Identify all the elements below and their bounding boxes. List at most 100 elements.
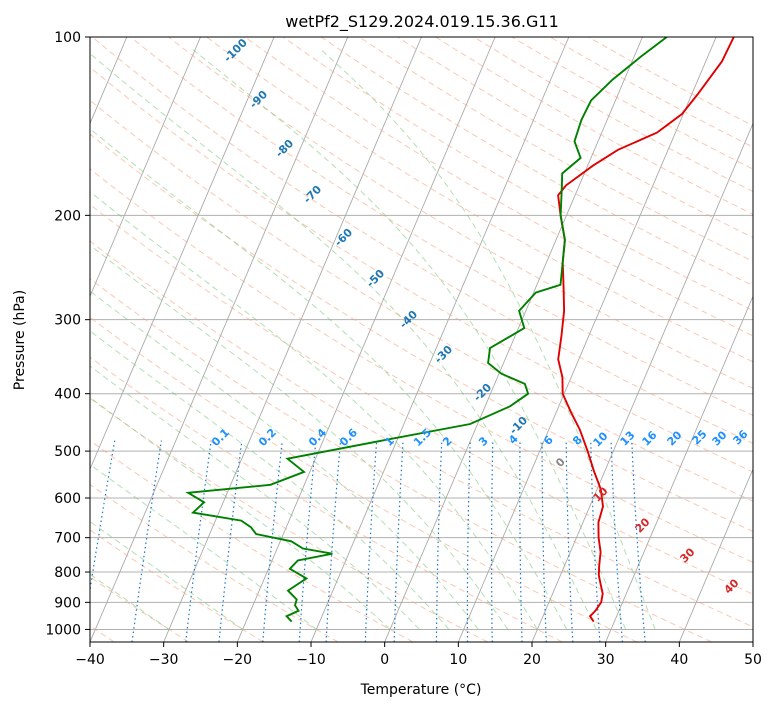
dry-adiabat-line bbox=[168, 37, 753, 389]
moist-adiabat-line bbox=[90, 290, 479, 630]
mixing-ratio-line bbox=[90, 440, 116, 594]
dry-adiabat-line bbox=[359, 37, 753, 262]
mixing-ratio-line bbox=[262, 440, 283, 642]
mixing-ratio-line bbox=[435, 440, 443, 642]
isotherm-line bbox=[678, 467, 753, 642]
dry-adiabat-line bbox=[90, 576, 190, 642]
mixing-ratio-line bbox=[631, 440, 646, 642]
mixing-ratio-line bbox=[610, 440, 623, 642]
y-tick-label: 800 bbox=[54, 565, 81, 581]
moist-adiabat-line bbox=[90, 396, 391, 630]
mixing-ratio-line bbox=[541, 440, 547, 642]
isotherm-line bbox=[384, 37, 643, 642]
mixing-ratio-line bbox=[131, 440, 162, 642]
mixing-ratio-label: 3 bbox=[476, 434, 491, 449]
plot-clip-group bbox=[90, 37, 753, 642]
dry-adiabat-label: -90 bbox=[247, 88, 270, 111]
x-tick-label: 10 bbox=[449, 652, 467, 668]
dry-adiabat-line bbox=[90, 440, 414, 642]
dry-adiabat-line bbox=[282, 37, 753, 312]
y-tick-label: 400 bbox=[54, 387, 81, 403]
dry-adiabat-label: -30 bbox=[432, 343, 455, 366]
dry-adiabat-line bbox=[90, 356, 563, 642]
dewpoint-profile-line bbox=[185, 37, 668, 623]
x-tick-label: 40 bbox=[670, 652, 688, 668]
x-tick-label: −20 bbox=[223, 652, 253, 668]
dry-adiabat-label: -60 bbox=[332, 226, 355, 249]
dry-adiabat-line bbox=[130, 37, 753, 417]
dry-adiabat-line bbox=[90, 316, 638, 642]
y-tick-label: 1000 bbox=[45, 622, 81, 638]
dry-adiabat-label: -80 bbox=[273, 137, 296, 160]
moist-adiabat-label: 30 bbox=[678, 545, 698, 565]
moist-adiabat-line bbox=[90, 520, 243, 630]
dry-adiabat-line bbox=[90, 203, 753, 595]
dry-adiabat-label: -20 bbox=[471, 381, 494, 404]
temperature-profile-line bbox=[557, 37, 735, 623]
dry-adiabat-label: -100 bbox=[221, 36, 250, 65]
dry-adiabat-line bbox=[206, 37, 753, 363]
mixing-ratio-label: 16 bbox=[640, 428, 660, 448]
mixing-ratio-line bbox=[466, 440, 471, 642]
moist-adiabat-line bbox=[90, 244, 509, 630]
mixing-ratio-label: 10 bbox=[591, 429, 611, 449]
isotherm-line bbox=[752, 640, 753, 642]
dry-adiabat-line bbox=[90, 66, 753, 473]
isotherm-line bbox=[163, 37, 422, 642]
isotherm-line bbox=[605, 295, 753, 642]
isotherm-line bbox=[457, 37, 717, 642]
dry-adiabat-line bbox=[91, 37, 753, 444]
dry-adiabat-label: -40 bbox=[397, 308, 420, 331]
dry-adiabat-line bbox=[90, 133, 753, 533]
isotherm-line bbox=[90, 37, 275, 471]
dry-adiabat-label: -70 bbox=[301, 183, 324, 206]
isotherm-line bbox=[531, 122, 753, 642]
mixing-ratio-label: 6 bbox=[541, 433, 556, 448]
dry-adiabat-line bbox=[90, 397, 488, 642]
chart-title: wetPf2_S129.2024.019.15.36.G11 bbox=[285, 12, 559, 32]
moist-adiabat-line bbox=[320, 49, 656, 630]
y-tick-label: 100 bbox=[54, 30, 81, 46]
y-tick-label: 500 bbox=[54, 444, 81, 460]
x-tick-label: −30 bbox=[149, 652, 179, 668]
mixing-ratio-line bbox=[364, 440, 378, 642]
x-axis-label: Temperature (°C) bbox=[360, 682, 482, 698]
x-tick-label: 20 bbox=[523, 652, 541, 668]
mixing-ratio-line bbox=[565, 440, 574, 642]
dry-adiabat-line bbox=[90, 99, 753, 502]
y-tick-label: 700 bbox=[54, 531, 81, 547]
mixing-ratio-label: 25 bbox=[690, 428, 710, 448]
mixing-ratio-label: 0.2 bbox=[256, 426, 279, 449]
x-tick-label: 50 bbox=[744, 652, 762, 668]
x-tick-label: −10 bbox=[296, 652, 326, 668]
x-tick-label: 30 bbox=[597, 652, 615, 668]
mixing-ratio-line bbox=[298, 440, 317, 642]
x-tick-label: −40 bbox=[75, 652, 105, 668]
moist-adiabat-label: 10 bbox=[591, 484, 611, 504]
dry-adiabat-line bbox=[511, 37, 753, 170]
moist-adiabat-line bbox=[90, 52, 597, 630]
moist-adiabat-line bbox=[192, 49, 627, 630]
dry-adiabat-line bbox=[90, 240, 753, 628]
mixing-ratio-line bbox=[185, 440, 212, 642]
dry-adiabat-line bbox=[90, 483, 339, 642]
dry-adiabat-line bbox=[90, 168, 753, 563]
moist-adiabat-line bbox=[90, 191, 538, 630]
moist-adiabat-line bbox=[90, 573, 170, 630]
moist-adiabat-line bbox=[90, 365, 420, 630]
moist-adiabat-label: 20 bbox=[633, 515, 653, 535]
mixing-ratio-line bbox=[519, 440, 523, 642]
mixing-ratio-label: 13 bbox=[618, 429, 638, 449]
mixing-ratio-line bbox=[325, 440, 342, 642]
axes: −40 −30 −20 −10 0 10 20 30 40 5010020030040050060… bbox=[45, 30, 762, 668]
mixing-ratio-label: 36 bbox=[731, 427, 751, 447]
plot-area: -100-90-80-70-60-50-40-30-20-100.1 0.2 0.4… bbox=[90, 36, 753, 642]
isotherm-line bbox=[90, 37, 201, 298]
isotherm-line bbox=[90, 37, 349, 642]
mixing-ratio-line bbox=[590, 440, 601, 642]
dry-adiabat-line bbox=[244, 37, 753, 337]
mixing-ratio-label: 2 bbox=[440, 434, 455, 449]
mixing-ratio-line bbox=[490, 440, 494, 642]
y-tick-label: 600 bbox=[54, 491, 81, 507]
mixing-ratio-label: 0.1 bbox=[209, 426, 232, 449]
